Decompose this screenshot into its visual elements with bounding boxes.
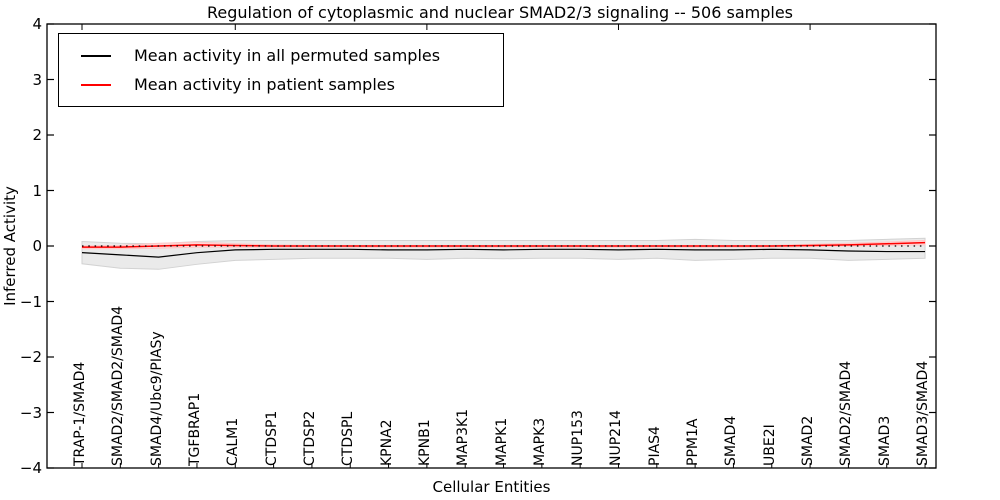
y-tick-label: −4 [19, 459, 42, 477]
x-tick-label: SMAD2 [800, 415, 817, 466]
x-tick-label: NUP153 [570, 410, 587, 466]
legend-black-line-swatch [81, 54, 111, 57]
x-tick-label: KPNA2 [378, 419, 395, 466]
x-tick-label: MAPK1 [493, 417, 510, 466]
y-tick-label: 2 [32, 126, 42, 144]
x-tick-label: TRAP-1/SMAD4 [72, 361, 88, 466]
y-tick-label: 4 [32, 15, 42, 33]
patient-mean-line [82, 241, 926, 248]
permuted-mean-line [81, 248, 926, 258]
x-tick-label: SMAD4 [723, 415, 740, 466]
x-tick-label: PIAS4 [646, 426, 663, 466]
x-tick-label: SMAD3/SMAD4 [915, 360, 932, 466]
x-tick-label: SMAD4/Ubc9/PIASy [148, 331, 165, 466]
y-tick-label: 1 [32, 181, 42, 200]
chart-title: Regulation of cytoplasmic and nuclear SM… [206, 3, 794, 22]
x-tick-label: SMAD2/SMAD4 [838, 360, 855, 466]
x-tick-label: PPM1A [685, 418, 702, 466]
x-axis-label: Cellular Entities [432, 478, 551, 496]
x-tick-label: NUP214 [608, 410, 625, 466]
legend-item-permuted: Mean activity in all permuted samples [59, 41, 503, 70]
x-tick-label: MAP3K1 [455, 408, 472, 466]
legend-label-patient: Mean activity in patient samples [134, 75, 395, 94]
x-tick-label: CTDSP1 [263, 410, 280, 466]
y-tick-label: −3 [19, 403, 42, 422]
y-tick-label: −2 [19, 348, 42, 366]
x-tick-label: TGFBRAP1 [186, 392, 203, 466]
legend: Mean activity in all permuted samples Me… [58, 33, 504, 107]
y-tick-label: 0 [32, 237, 42, 255]
x-tick-label: UBE2I [761, 424, 778, 466]
x-tick-label: SMAD3 [876, 415, 893, 466]
y-tick-label: −1 [19, 292, 42, 311]
x-tick-label: SMAD2/SMAD2/SMAD4 [110, 305, 127, 466]
x-tick-label: CTDSP2 [301, 410, 318, 466]
legend-red-line-swatch [81, 83, 111, 86]
legend-label-permuted: Mean activity in all permuted samples [134, 46, 441, 65]
legend-item-patient: Mean activity in patient samples [59, 70, 503, 99]
x-tick-label: MAPK3 [531, 417, 548, 466]
y-tick-label: 3 [32, 70, 42, 89]
x-tick-label: CALM1 [225, 417, 242, 466]
x-tick-label: KPNB1 [416, 419, 433, 466]
x-tick-label: CTDSPL [340, 411, 357, 466]
